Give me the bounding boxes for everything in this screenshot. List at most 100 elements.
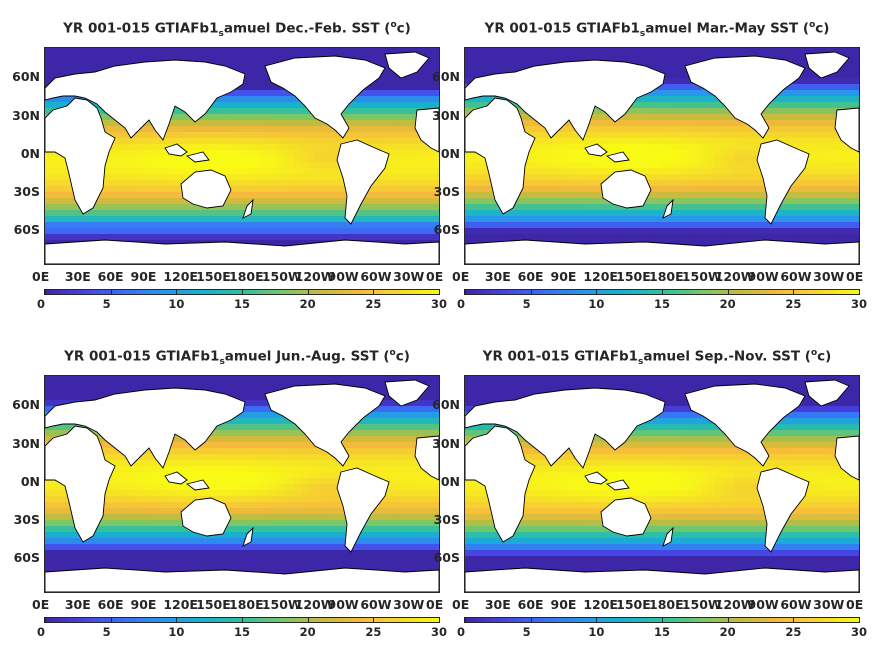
sst-cell (150, 138, 158, 145)
sst-cell (261, 210, 269, 217)
sst-cell (655, 96, 663, 103)
sst-cell (327, 156, 335, 163)
sst-cell (117, 138, 125, 145)
sst-cell (307, 376, 315, 383)
sst-cell (721, 192, 729, 199)
sst-cell (813, 198, 821, 205)
sst-cell (393, 84, 401, 91)
sst-cell (45, 60, 53, 67)
sst-cell (163, 222, 171, 229)
sst-cell (550, 204, 558, 211)
sst-cell (826, 138, 834, 145)
sst-cell (104, 382, 112, 389)
sst-cell (793, 144, 801, 151)
sst-cell (235, 216, 243, 223)
sst-cell (261, 126, 269, 133)
sst-cell (845, 168, 854, 175)
sst-cell (274, 234, 282, 241)
sst-cell (136, 216, 145, 223)
sst-cell (182, 120, 191, 127)
sst-cell (255, 394, 263, 401)
sst-cell (419, 376, 427, 383)
sst-cell (609, 204, 617, 211)
sst-cell (393, 78, 401, 85)
sst-cell (393, 102, 401, 109)
sst-cell (222, 198, 230, 205)
sst-cell (596, 126, 604, 133)
sst-cell (753, 144, 762, 151)
sst-cell (845, 156, 854, 163)
sst-cell (845, 90, 854, 97)
sst-cell (845, 186, 854, 193)
sst-cell (432, 72, 439, 79)
colorbar-tick (596, 290, 598, 294)
sst-cell (622, 126, 630, 133)
sst-cell (760, 186, 768, 193)
sst-cell (826, 210, 834, 217)
sst-cell (576, 180, 584, 187)
sst-cell (301, 234, 309, 241)
sst-cell (694, 186, 702, 193)
sst-cell (268, 216, 276, 223)
sst-cell (419, 234, 427, 241)
lon-tick-label: 30W (393, 269, 425, 284)
sst-cell (156, 144, 164, 151)
sst-cell (228, 198, 237, 205)
sst-cell (169, 210, 177, 217)
sst-cell (635, 228, 643, 235)
sst-cell (406, 132, 414, 139)
sst-cell (589, 126, 597, 133)
sst-cell (767, 132, 775, 139)
sst-cell (64, 388, 72, 395)
sst-cell (694, 180, 702, 187)
sst-cell (596, 174, 604, 181)
sst-cell (77, 388, 85, 395)
sst-cell (248, 222, 256, 229)
sst-cell (347, 382, 355, 389)
sst-cell (97, 376, 105, 383)
sst-cell (314, 144, 322, 151)
landmass (45, 97, 116, 215)
sst-cell (478, 180, 486, 187)
colorbar (464, 289, 860, 295)
landmass (600, 169, 652, 209)
sst-cell (819, 174, 827, 181)
sst-cell (287, 180, 296, 187)
sst-cell (156, 222, 164, 229)
sst-cell (209, 150, 217, 157)
sst-cell (465, 48, 473, 55)
sst-cell (504, 210, 512, 217)
sst-cell (51, 424, 59, 431)
sst-cell (839, 228, 847, 235)
sst-cell (189, 138, 197, 145)
sst-cell (58, 198, 66, 205)
sst-cell (596, 216, 604, 223)
sst-cell (694, 138, 702, 145)
sst-cell (845, 84, 854, 91)
sst-cell (261, 198, 269, 205)
sst-map (44, 47, 440, 265)
sst-cell (242, 72, 250, 79)
sst-cell (471, 48, 479, 55)
sst-cell (340, 186, 348, 193)
sst-cell (694, 144, 702, 151)
sst-cell (360, 418, 368, 425)
sst-cell (819, 78, 827, 85)
sst-cell (609, 210, 617, 217)
sst-cell (274, 192, 282, 199)
sst-cell (150, 228, 158, 235)
sst-cell (307, 138, 315, 145)
sst-cell (242, 174, 250, 181)
sst-cell (268, 126, 276, 133)
sst-cell (156, 234, 164, 241)
sst-cell (793, 48, 801, 55)
sst-cell (386, 78, 394, 85)
sst-cell (845, 204, 854, 211)
sst-cell (58, 216, 66, 223)
sst-cell (287, 198, 296, 205)
sst-cell (196, 54, 204, 61)
sst-cell (786, 228, 794, 235)
sst-cell (209, 108, 217, 115)
sst-cell (287, 382, 296, 389)
sst-cell (215, 150, 223, 157)
